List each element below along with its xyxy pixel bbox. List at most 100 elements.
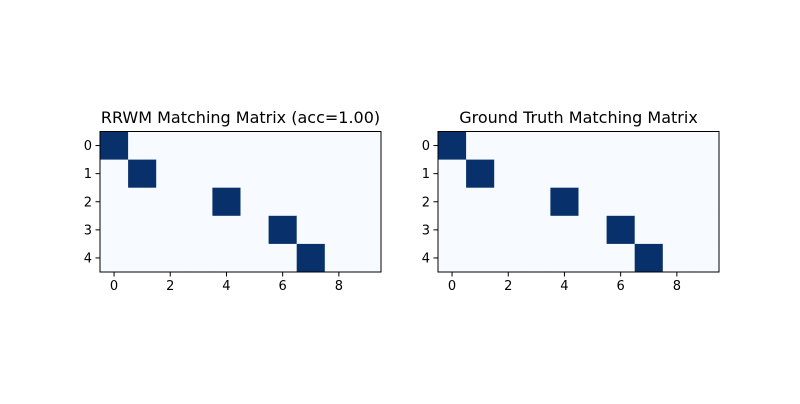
- heatmap-cell-rrwm: [212, 187, 241, 217]
- heatmap-cell-ground-truth: [578, 187, 607, 217]
- x-tick-label-rrwm: 6: [279, 279, 287, 294]
- heatmap-cell-rrwm: [184, 215, 213, 245]
- heatmap-cell-rrwm: [184, 187, 213, 217]
- heatmap-cell-ground-truth: [690, 215, 720, 245]
- heatmap-cell-ground-truth: [606, 159, 636, 189]
- heatmap-cell-ground-truth: [606, 187, 636, 217]
- heatmap-cell-rrwm: [184, 243, 213, 273]
- heatmap-cell-ground-truth: [494, 243, 523, 273]
- heatmap-cell-ground-truth: [550, 243, 579, 273]
- heatmap-cell-rrwm: [296, 243, 326, 273]
- heatmap-cell-rrwm: [212, 131, 241, 160]
- y-tick-label-ground-truth: 4: [422, 251, 430, 266]
- heatmap-cell-ground-truth: [634, 187, 664, 217]
- y-tick-label-rrwm: 2: [84, 195, 92, 210]
- chart-title-ground-truth: Ground Truth Matching Matrix: [459, 108, 698, 127]
- heatmap-cell-rrwm: [100, 131, 129, 160]
- y-tick-label-rrwm: 0: [84, 139, 92, 154]
- heatmap-cell-ground-truth: [522, 159, 551, 189]
- heatmap-cell-rrwm: [156, 215, 185, 245]
- heatmap-cell-rrwm: [156, 159, 185, 189]
- heatmap-cell-rrwm: [100, 187, 129, 217]
- heatmap-cell-rrwm: [156, 243, 185, 273]
- heatmap-cell-rrwm: [324, 131, 354, 160]
- heatmap-cell-rrwm: [352, 243, 382, 273]
- heatmap-cell-ground-truth: [522, 131, 551, 160]
- y-tick-label-ground-truth: 0: [422, 139, 430, 154]
- x-tick-label-rrwm: 4: [222, 279, 230, 294]
- heatmap-cell-ground-truth: [578, 243, 607, 273]
- heatmap-cell-ground-truth: [466, 159, 495, 189]
- heatmap-cell-ground-truth: [522, 243, 551, 273]
- heatmap-cell-rrwm: [212, 159, 241, 189]
- heatmap-cell-ground-truth: [494, 159, 523, 189]
- y-tick-label-rrwm: 3: [84, 223, 92, 238]
- heatmap-cell-ground-truth: [690, 243, 720, 273]
- heatmap-cell-rrwm: [128, 131, 157, 160]
- heatmap-cell-rrwm: [352, 187, 382, 217]
- heatmap-cell-rrwm: [324, 159, 354, 189]
- y-tick-label-ground-truth: 1: [422, 167, 430, 182]
- heatmap-cell-ground-truth: [634, 215, 664, 245]
- heatmap-cell-ground-truth: [550, 187, 579, 217]
- heatmap-cell-rrwm: [268, 187, 298, 217]
- heatmap-cell-rrwm: [240, 243, 269, 273]
- heatmap-cell-rrwm: [240, 187, 269, 217]
- x-tick-label-ground-truth: 2: [504, 279, 512, 294]
- heatmap-cell-rrwm: [352, 159, 382, 189]
- heatmap-cell-ground-truth: [466, 215, 495, 245]
- heatmap-cell-rrwm: [352, 215, 382, 245]
- heatmap-cell-ground-truth: [494, 131, 523, 160]
- heatmap-cell-rrwm: [100, 215, 129, 245]
- heatmap-cell-ground-truth: [438, 215, 467, 245]
- x-tick-label-ground-truth: 0: [448, 279, 456, 294]
- heatmap-cell-ground-truth: [522, 187, 551, 217]
- heatmap-cell-ground-truth: [466, 131, 495, 160]
- heatmap-cell-rrwm: [100, 243, 129, 273]
- heatmap-cell-rrwm: [324, 215, 354, 245]
- heatmap-cell-rrwm: [184, 159, 213, 189]
- heatmap-cell-ground-truth: [662, 187, 692, 217]
- heatmap-cell-rrwm: [296, 159, 326, 189]
- heatmap-cell-ground-truth: [662, 243, 692, 273]
- heatmap-cell-rrwm: [296, 187, 326, 217]
- heatmap-cell-ground-truth: [550, 131, 579, 160]
- heatmap-cell-rrwm: [268, 159, 298, 189]
- heatmap-cell-ground-truth: [550, 159, 579, 189]
- heatmap-cell-rrwm: [268, 243, 298, 273]
- y-tick-label-ground-truth: 3: [422, 223, 430, 238]
- chart-title-rrwm: RRWM Matching Matrix (acc=1.00): [101, 108, 380, 127]
- heatmap-cell-rrwm: [156, 187, 185, 217]
- heatmap-cell-ground-truth: [438, 159, 467, 189]
- heatmap-cell-ground-truth: [578, 215, 607, 245]
- heatmap-cell-rrwm: [128, 159, 157, 189]
- heatmap-cell-rrwm: [268, 215, 298, 245]
- heatmap-cell-rrwm: [240, 131, 269, 160]
- heatmap-cell-rrwm: [352, 131, 382, 160]
- heatmap-cell-ground-truth: [578, 159, 607, 189]
- x-tick-label-rrwm: 0: [110, 279, 118, 294]
- heatmap-cell-ground-truth: [438, 187, 467, 217]
- heatmap-cell-ground-truth: [578, 131, 607, 160]
- heatmap-cell-ground-truth: [494, 187, 523, 217]
- heatmap-cell-ground-truth: [606, 131, 636, 160]
- heatmap-cell-ground-truth: [438, 131, 467, 160]
- heatmap-cell-ground-truth: [606, 215, 636, 245]
- heatmap-cell-ground-truth: [690, 187, 720, 217]
- x-tick-label-rrwm: 8: [335, 279, 343, 294]
- heatmap-cell-ground-truth: [634, 159, 664, 189]
- heatmap-cell-rrwm: [128, 243, 157, 273]
- heatmap-cell-ground-truth: [690, 159, 720, 189]
- heatmap-cell-ground-truth: [550, 215, 579, 245]
- heatmap-cell-ground-truth: [494, 215, 523, 245]
- panel-rrwm: RRWM Matching Matrix (acc=1.00) 0 2 4 6 8 0 1 2…: [84, 108, 382, 294]
- heatmap-cell-rrwm: [128, 215, 157, 245]
- heatmap-cell-rrwm: [212, 215, 241, 245]
- y-tick-label-rrwm: 4: [84, 251, 92, 266]
- heatmap-cell-rrwm: [128, 187, 157, 217]
- heatmap-cell-rrwm: [296, 131, 326, 160]
- x-tick-label-ground-truth: 8: [673, 279, 681, 294]
- heatmap-cell-ground-truth: [662, 131, 692, 160]
- heatmap-cell-rrwm: [240, 215, 269, 245]
